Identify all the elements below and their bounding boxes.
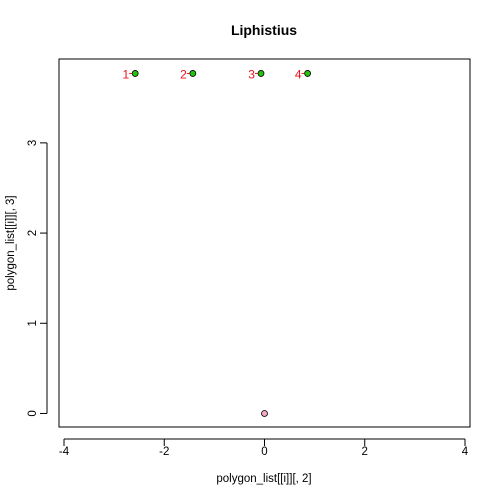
y-tick-label: 2 [27,230,39,236]
x-tick-label: -2 [159,446,169,458]
chart-title: Liphistius [231,22,297,38]
plot-frame [58,58,471,428]
point-label: 3 [248,67,255,81]
y-tick-label: 1 [27,320,39,326]
y-axis: 0 1 2 3 [27,140,48,417]
data-point [261,410,268,417]
data-point [189,70,197,77]
x-tick-label: 2 [362,446,368,458]
point-label: 4 [295,67,302,81]
data-point [131,70,139,77]
data-point [257,70,265,77]
point-label: 2 [180,67,187,81]
x-tick-label: 4 [462,446,469,458]
x-axis-label: polygon_list[[i]][, 2] [216,473,311,485]
y-tick-label: 3 [27,140,39,146]
y-tick-label: 0 [27,410,39,416]
y-axis-label: polygon_list[[i]][, 3] [5,195,17,290]
x-tick-label: -4 [59,446,70,458]
point-label: 1 [122,67,129,81]
data-point [304,70,312,77]
x-axis: -4 -2 0 2 4 [59,438,469,458]
x-tick-label: 0 [261,446,267,458]
data-points: 1 2 3 4 [122,67,312,417]
